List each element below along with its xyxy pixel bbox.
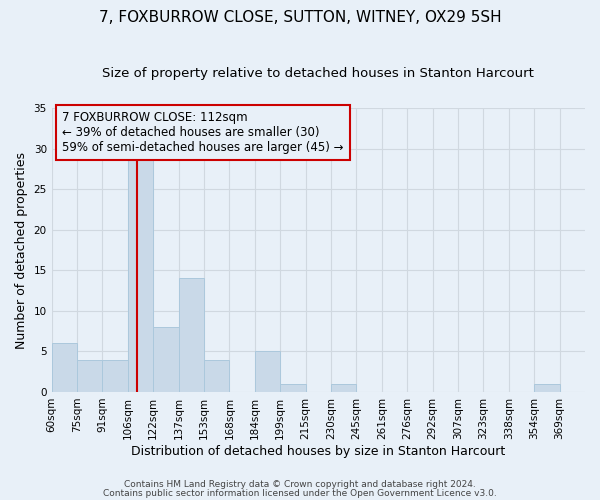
Text: 7 FOXBURROW CLOSE: 112sqm
← 39% of detached houses are smaller (30)
59% of semi-: 7 FOXBURROW CLOSE: 112sqm ← 39% of detac…: [62, 111, 344, 154]
Bar: [179, 278, 204, 392]
Bar: [280, 384, 305, 392]
Text: 7, FOXBURROW CLOSE, SUTTON, WITNEY, OX29 5SH: 7, FOXBURROW CLOSE, SUTTON, WITNEY, OX29…: [98, 10, 502, 25]
Bar: [103, 360, 128, 392]
Bar: [128, 156, 153, 392]
Bar: [534, 384, 560, 392]
Y-axis label: Number of detached properties: Number of detached properties: [15, 152, 28, 348]
Bar: [153, 327, 179, 392]
X-axis label: Distribution of detached houses by size in Stanton Harcourt: Distribution of detached houses by size …: [131, 444, 505, 458]
Bar: [331, 384, 356, 392]
Text: Contains HM Land Registry data © Crown copyright and database right 2024.: Contains HM Land Registry data © Crown c…: [124, 480, 476, 489]
Bar: [52, 344, 77, 392]
Title: Size of property relative to detached houses in Stanton Harcourt: Size of property relative to detached ho…: [103, 68, 534, 80]
Bar: [204, 360, 229, 392]
Bar: [255, 352, 280, 392]
Text: Contains public sector information licensed under the Open Government Licence v3: Contains public sector information licen…: [103, 488, 497, 498]
Bar: [77, 360, 103, 392]
